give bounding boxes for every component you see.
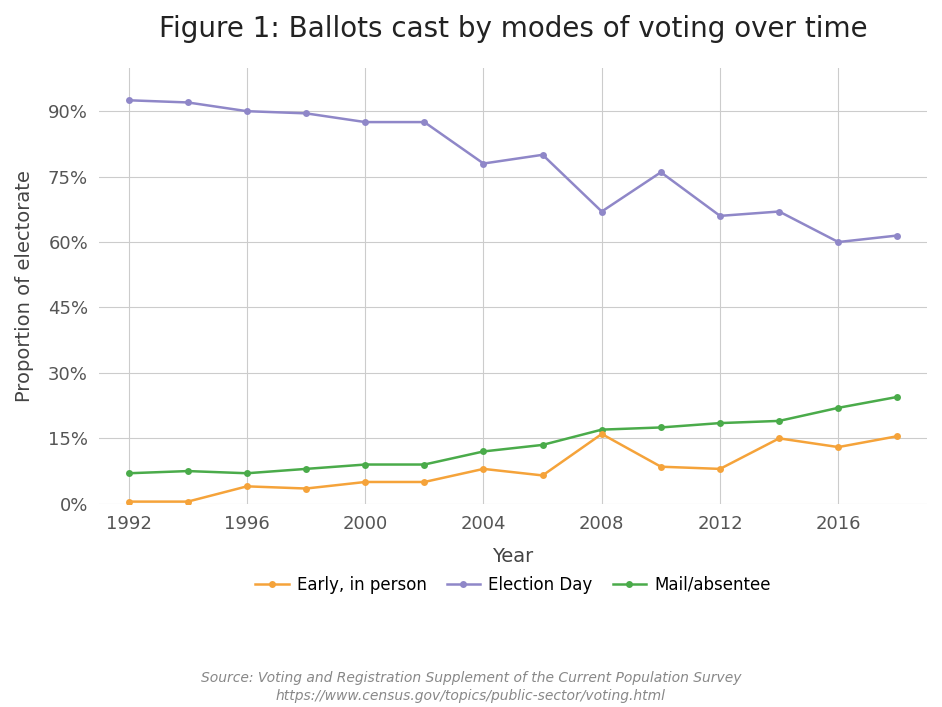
Mail/absentee <box>596 426 608 434</box>
Early, in person <box>478 464 489 473</box>
Title: Figure 1: Ballots cast by modes of voting over time: Figure 1: Ballots cast by modes of votin… <box>159 15 868 43</box>
Election Day <box>478 159 489 168</box>
Early, in person <box>833 443 844 451</box>
Text: https://www.census.gov/topics/public-sector/voting.html: https://www.census.gov/topics/public-sec… <box>276 689 666 703</box>
Early, in person <box>892 432 903 440</box>
Text: Source: Voting and Registration Supplement of the Current Population Survey: Source: Voting and Registration Suppleme… <box>201 671 741 685</box>
Election Day <box>300 109 312 117</box>
Election Day <box>596 207 608 216</box>
Line: Early, in person: Early, in person <box>125 431 901 505</box>
Mail/absentee <box>537 440 548 449</box>
Early, in person <box>714 464 725 473</box>
Early, in person <box>300 484 312 493</box>
Election Day <box>714 211 725 220</box>
Mail/absentee <box>833 404 844 412</box>
Mail/absentee <box>418 460 430 469</box>
Y-axis label: Proportion of electorate: Proportion of electorate <box>15 170 34 402</box>
Early, in person <box>596 430 608 438</box>
Line: Election Day: Election Day <box>125 97 901 245</box>
Mail/absentee <box>182 467 193 475</box>
Mail/absentee <box>714 419 725 427</box>
Mail/absentee <box>773 416 785 425</box>
Early, in person <box>241 482 252 491</box>
Election Day <box>360 118 371 127</box>
Mail/absentee <box>123 469 135 477</box>
Election Day <box>123 96 135 105</box>
Mail/absentee <box>300 464 312 473</box>
Early, in person <box>123 497 135 506</box>
Election Day <box>656 168 667 177</box>
Early, in person <box>656 462 667 471</box>
Election Day <box>892 231 903 240</box>
Mail/absentee <box>656 423 667 432</box>
Election Day <box>418 118 430 127</box>
Early, in person <box>773 434 785 443</box>
Mail/absentee <box>478 448 489 456</box>
Early, in person <box>418 478 430 486</box>
Early, in person <box>360 478 371 486</box>
Election Day <box>773 207 785 216</box>
Election Day <box>241 107 252 115</box>
Mail/absentee <box>360 460 371 469</box>
Election Day <box>537 151 548 159</box>
Election Day <box>182 98 193 107</box>
Early, in person <box>182 497 193 506</box>
X-axis label: Year: Year <box>493 547 534 566</box>
Election Day <box>833 238 844 246</box>
Mail/absentee <box>241 469 252 477</box>
Early, in person <box>537 471 548 479</box>
Mail/absentee <box>892 392 903 401</box>
Legend: Early, in person, Election Day, Mail/absentee: Early, in person, Election Day, Mail/abs… <box>249 569 777 600</box>
Line: Mail/absentee: Mail/absentee <box>125 393 901 477</box>
